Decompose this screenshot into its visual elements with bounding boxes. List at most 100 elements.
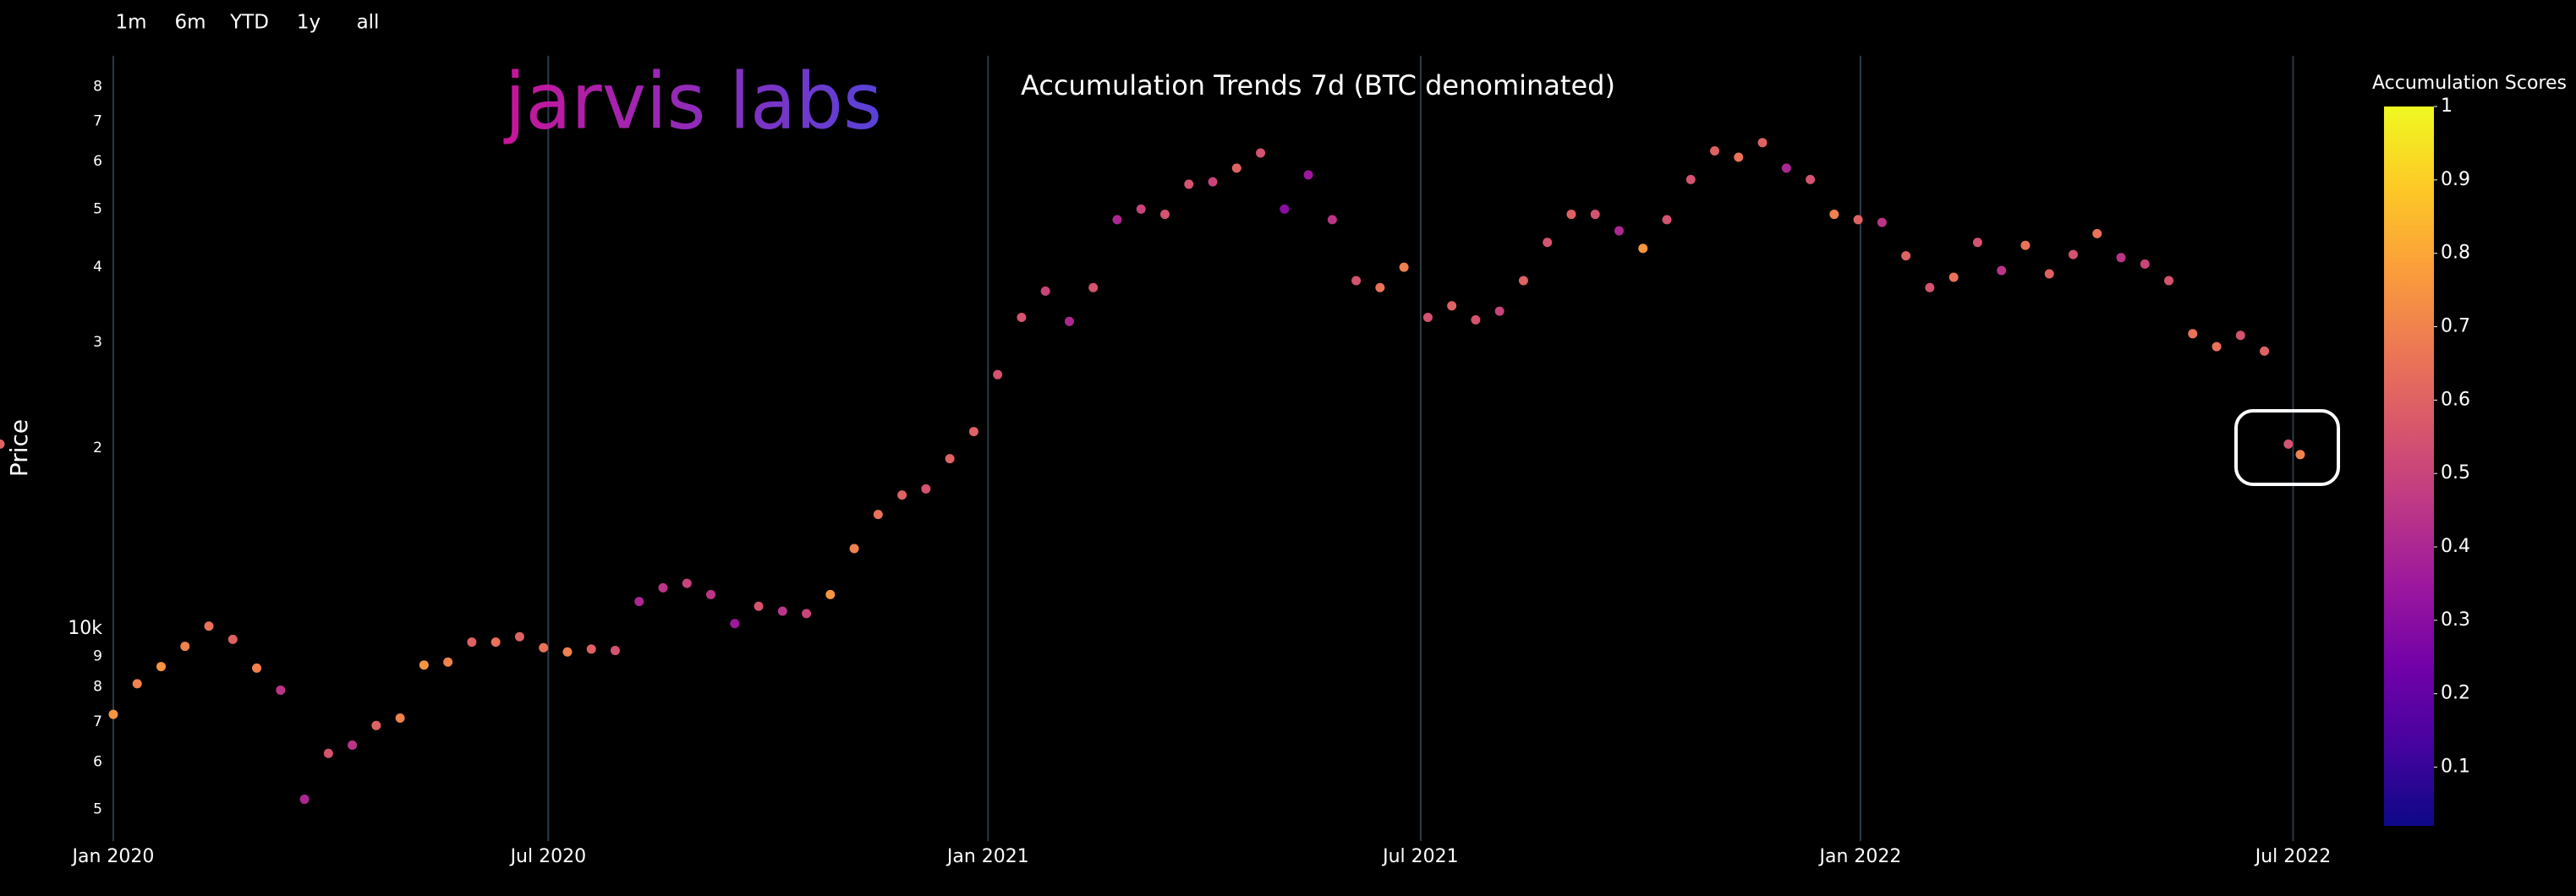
y-tick-label: 3: [93, 334, 102, 351]
point: [730, 619, 740, 629]
y-tick-label: 9: [93, 647, 102, 664]
point: [658, 582, 668, 593]
point: [634, 597, 644, 607]
point: [1685, 174, 1696, 184]
point: [706, 589, 716, 599]
point: [802, 609, 812, 619]
x-tick-label: Jul 2022: [2254, 846, 2332, 867]
point: [491, 637, 501, 647]
point: [180, 642, 190, 652]
y-tick-label: 7: [93, 713, 102, 730]
point: [539, 642, 549, 653]
point: [562, 647, 573, 657]
point: [1829, 210, 1839, 220]
point: [514, 631, 524, 642]
point: [1017, 313, 1027, 323]
point: [1088, 282, 1099, 292]
colorbar-tick-label: 0.3: [2441, 609, 2470, 631]
point: [1806, 174, 1816, 184]
point: [2235, 331, 2245, 341]
range-button[interactable]: YTD: [229, 12, 269, 34]
point: [610, 646, 620, 656]
point: [754, 601, 764, 611]
point: [1231, 163, 1241, 173]
point: [1997, 265, 2007, 276]
logo: jarvis labs: [503, 56, 882, 146]
point: [1112, 215, 1122, 225]
point: [945, 454, 955, 464]
point: [276, 686, 286, 696]
y-tick-label: 4: [93, 259, 102, 276]
colorbar-tick-label: 0.5: [2441, 462, 2470, 484]
points: [0, 138, 2305, 805]
point: [897, 490, 907, 500]
range-button[interactable]: 1m: [115, 12, 146, 34]
y-tick-label: 5: [93, 801, 102, 818]
range-button[interactable]: 6m: [174, 12, 206, 34]
point: [1757, 138, 1768, 148]
point: [1184, 179, 1194, 189]
colorbar-tick-label: 1: [2441, 96, 2453, 117]
point: [1494, 306, 1504, 316]
point: [1351, 276, 1362, 286]
point: [1303, 170, 1313, 180]
point: [227, 634, 238, 644]
range-buttons: 1m 6m YTD 1y all: [115, 12, 379, 34]
range-button[interactable]: 1y: [297, 12, 321, 34]
point: [2260, 346, 2270, 356]
x-tick-label: Jul 2020: [509, 846, 587, 867]
point: [299, 795, 310, 805]
point: [1925, 282, 1935, 292]
point: [132, 679, 142, 689]
y-axis-label: Price: [5, 419, 33, 477]
point: [108, 709, 118, 719]
point: [1518, 276, 1528, 286]
point: [1948, 272, 1959, 282]
point: [777, 606, 787, 616]
point: [2020, 240, 2031, 250]
x-tick-label: Jan 2021: [945, 846, 1029, 867]
range-button[interactable]: all: [357, 12, 380, 34]
point: [204, 621, 214, 631]
y-tick-label: 8: [93, 679, 102, 696]
x-tick-label: Jul 2021: [1381, 846, 1459, 867]
point: [1972, 238, 1982, 248]
point: [1734, 152, 1744, 162]
point: [1280, 204, 1290, 214]
point: [371, 720, 381, 730]
point: [156, 662, 166, 672]
colorbar-title: Accumulation Scores: [2372, 73, 2567, 94]
point: [1566, 210, 1576, 220]
point: [2068, 249, 2078, 260]
colorbar-tick-label: 0.8: [2441, 243, 2470, 264]
point: [1781, 163, 1791, 173]
point: [2164, 276, 2174, 286]
y-tick-label: 10k: [68, 618, 102, 639]
point: [1471, 314, 1481, 325]
point: [1422, 313, 1433, 323]
point: [849, 544, 859, 554]
point: [921, 484, 931, 494]
point: [443, 657, 453, 667]
point: [1590, 210, 1600, 220]
grid: [104, 56, 2294, 841]
point: [2295, 450, 2305, 460]
x-tick-label: Jan 2020: [71, 846, 155, 867]
x-tick-label: Jan 2022: [1817, 846, 1901, 867]
point: [2283, 439, 2294, 449]
point: [1399, 262, 1409, 272]
point: [968, 427, 978, 437]
point: [1877, 217, 1887, 227]
point: [825, 589, 836, 599]
point: [1710, 145, 1720, 156]
point: [1853, 215, 1863, 225]
point: [1327, 215, 1337, 225]
point: [252, 663, 262, 673]
point: [2044, 269, 2054, 279]
point: [1208, 177, 1218, 187]
point: [1447, 301, 1457, 311]
point: [1614, 226, 1624, 236]
colorbar-tick-label: 0.7: [2441, 316, 2470, 337]
